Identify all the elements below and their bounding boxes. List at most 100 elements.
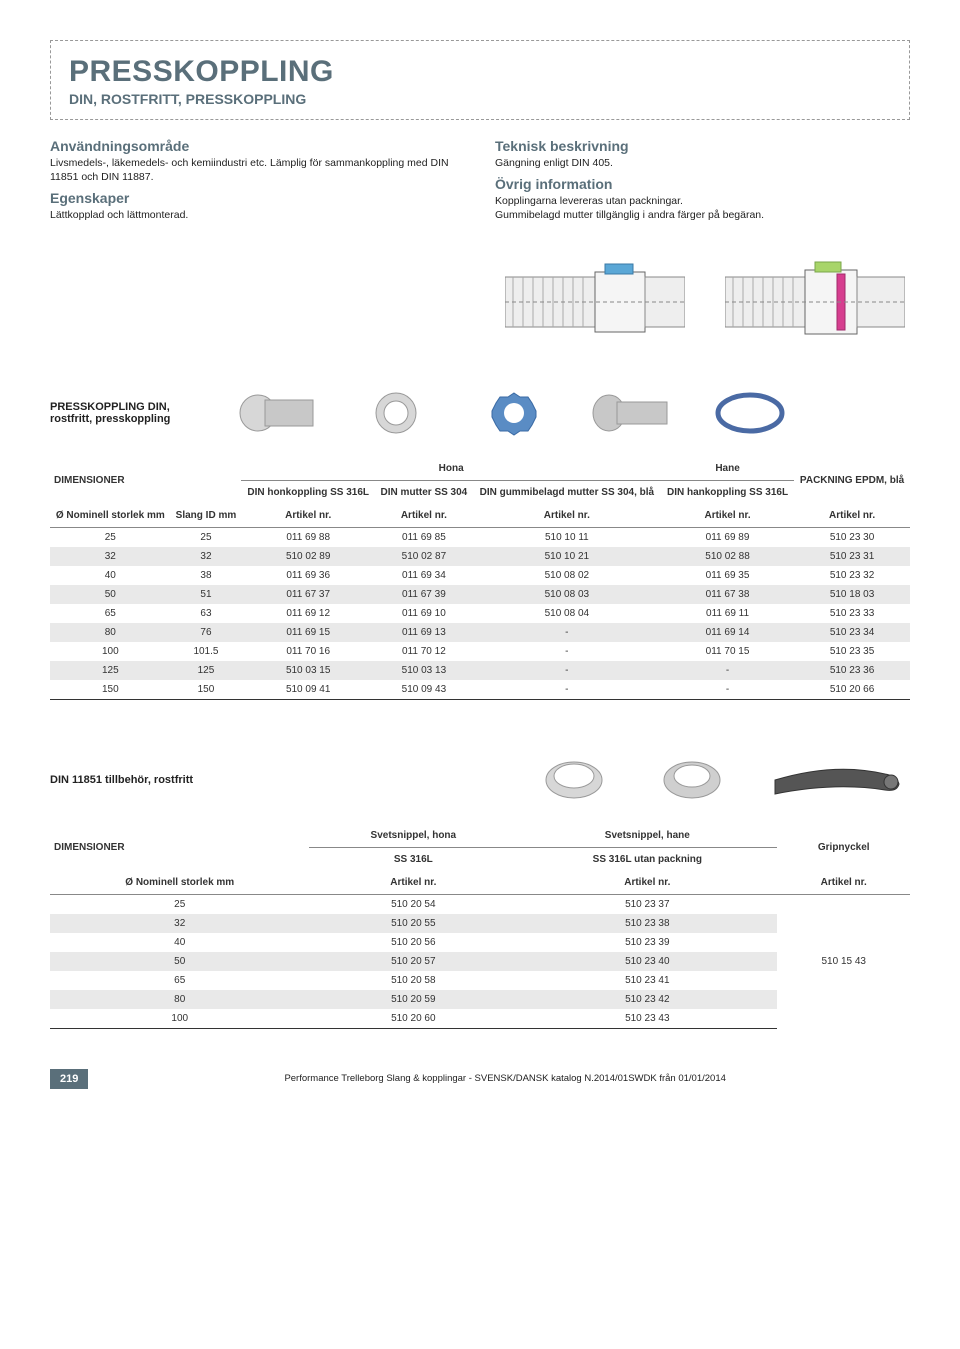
table-cell: 510 23 31	[794, 547, 910, 566]
table-cell: 510 08 02	[473, 566, 661, 585]
table-cell: 510 23 32	[794, 566, 910, 585]
table-cell: 510 02 89	[241, 547, 375, 566]
table-cell: 011 69 85	[375, 527, 473, 547]
table-cell: 011 70 15	[661, 642, 794, 661]
table-row: 8076011 69 15011 69 13-011 69 14510 23 3…	[50, 623, 910, 642]
table-row: 6563011 69 12011 69 10510 08 04011 69 11…	[50, 604, 910, 623]
table-cell: -	[661, 661, 794, 680]
table-cell: 011 69 12	[241, 604, 375, 623]
th-artikel: Artikel nr.	[309, 871, 517, 895]
product-thumb-svetsnippel-hane	[642, 750, 742, 810]
th-dimensioner: DIMENSIONER	[50, 457, 241, 504]
footer-text: Performance Trelleborg Slang & kopplinga…	[100, 1073, 910, 1084]
product-thumbnails-row-2: DIN 11851 tillbehör, rostfritt	[50, 750, 910, 810]
table-cell: 510 23 35	[794, 642, 910, 661]
table-cell: 510 23 37	[517, 894, 777, 914]
th-group-hona: Hona	[241, 457, 661, 481]
table-cell: 510 20 57	[309, 952, 517, 971]
product-thumbnails-row-1: PRESSKOPPLING DIN, rostfritt, presskoppl…	[50, 383, 910, 443]
technical-diagrams	[50, 247, 910, 357]
page-title: PRESSKOPPLING	[69, 55, 891, 89]
th-sub: SS 316L	[309, 847, 517, 871]
table-cell: 80	[50, 990, 309, 1009]
table-row: 2525011 69 88011 69 85510 10 11011 69 89…	[50, 527, 910, 547]
block-title: PRESSKOPPLING DIN, rostfritt, presskoppl…	[50, 401, 210, 425]
product-thumb-gummibelagd-mutter	[464, 383, 564, 443]
th-artikel: Artikel nr.	[661, 504, 794, 528]
th-group: Svetsnippel, hane	[517, 824, 777, 848]
table-cell: 510 20 66	[794, 680, 910, 700]
table-cell: 510 08 04	[473, 604, 661, 623]
table-cell: 25	[171, 527, 242, 547]
th-artikel: Artikel nr.	[473, 504, 661, 528]
table-cell: 65	[50, 604, 171, 623]
th-artikel: Artikel nr.	[241, 504, 375, 528]
product-thumb-svetsnippel-hona	[524, 750, 624, 810]
block-title: DIN 11851 tillbehör, rostfritt	[50, 774, 210, 786]
table-cell: -	[661, 680, 794, 700]
table-cell: 510 09 41	[241, 680, 375, 700]
table-cell: 510 20 54	[309, 894, 517, 914]
table-row: 25510 20 54510 23 37510 15 43	[50, 894, 910, 914]
table-cell: 011 69 10	[375, 604, 473, 623]
table-cell: 32	[50, 914, 309, 933]
table-cell: 011 69 36	[241, 566, 375, 585]
table-cell: 510 08 03	[473, 585, 661, 604]
coupling-diagram-left	[500, 247, 690, 357]
table-cell: 150	[50, 680, 171, 700]
th-sub: DIN gummibelagd mutter SS 304, blå	[473, 480, 661, 504]
table-cell: -	[473, 623, 661, 642]
table-cell: 011 70 16	[241, 642, 375, 661]
table-cell: 510 23 40	[517, 952, 777, 971]
table-cell: 150	[171, 680, 242, 700]
page-footer: 219 Performance Trelleborg Slang & koppl…	[50, 1069, 910, 1089]
table-cell: 011 67 39	[375, 585, 473, 604]
table-cell: 101.5	[171, 642, 242, 661]
description-columns: Användningsområde Livsmedels-, läkemedel…	[50, 138, 910, 229]
th-packning: PACKNING EPDM, blå	[794, 457, 910, 504]
product-thumb-mutter	[346, 383, 446, 443]
table-cell: 50	[50, 952, 309, 971]
table-row: 150150510 09 41510 09 43--510 20 66	[50, 680, 910, 700]
table-cell: 510 20 56	[309, 933, 517, 952]
table-cell: 80	[50, 623, 171, 642]
table-cell: 011 69 11	[661, 604, 794, 623]
table-cell: 510 23 38	[517, 914, 777, 933]
table-cell: 510 23 30	[794, 527, 910, 547]
table-cell: 510 02 88	[661, 547, 794, 566]
section-heading: Egenskaper	[50, 190, 465, 206]
table-cell: 100	[50, 1009, 309, 1029]
table-cell: 125	[171, 661, 242, 680]
th-artikel: Artikel nr.	[517, 871, 777, 895]
th-dim-col: Slang ID mm	[171, 504, 242, 528]
table-cell: 011 69 13	[375, 623, 473, 642]
th-sub: DIN honkoppling SS 316L	[241, 480, 375, 504]
header-box: PRESSKOPPLING DIN, ROSTFRITT, PRESSKOPPL…	[50, 40, 910, 120]
table-cell: 510 03 13	[375, 661, 473, 680]
th-dim-col: Ø Nominell storlek mm	[50, 871, 309, 895]
table-cell: 011 69 14	[661, 623, 794, 642]
product-thumb-gripnyckel	[760, 750, 910, 810]
th-sub: DIN mutter SS 304	[375, 480, 473, 504]
table-cell: 510 23 39	[517, 933, 777, 952]
table-cell: 011 69 35	[661, 566, 794, 585]
table-cell: 011 69 34	[375, 566, 473, 585]
table-cell: 510 02 87	[375, 547, 473, 566]
table-cell: 40	[50, 566, 171, 585]
product-thumb-honkoppling	[228, 383, 328, 443]
page-number: 219	[50, 1069, 88, 1089]
th-gripnyckel: Gripnyckel	[777, 824, 910, 871]
section-text: Gängning enligt DIN 405.	[495, 156, 910, 170]
table-cell: 510 10 21	[473, 547, 661, 566]
page-subtitle: DIN, ROSTFRITT, PRESSKOPPLING	[69, 91, 891, 107]
table-cell: 510 03 15	[241, 661, 375, 680]
table-cell: -	[473, 680, 661, 700]
section-text: Lättkopplad och lättmonterad.	[50, 208, 465, 222]
table-cell: 510 20 58	[309, 971, 517, 990]
table-cell: 51	[171, 585, 242, 604]
table-cell-gripnyckel: 510 15 43	[777, 894, 910, 1028]
table-cell: 25	[50, 527, 171, 547]
table-cell: 011 69 89	[661, 527, 794, 547]
table-row: 5051011 67 37011 67 39510 08 03011 67 38…	[50, 585, 910, 604]
table-cell: 011 69 15	[241, 623, 375, 642]
